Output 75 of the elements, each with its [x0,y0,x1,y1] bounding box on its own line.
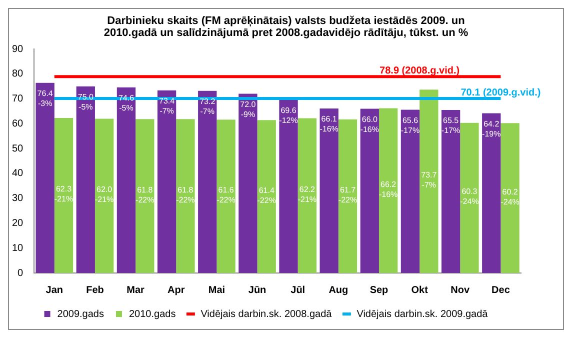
bar [198,90,217,273]
annotation: 78.9 (2008.g.vid.) [380,65,460,76]
bar [338,119,358,273]
x-tick-label: Jūl [290,284,306,296]
data-label: 61.8 -22% [136,185,154,204]
y-tick-label: 10 [12,242,24,254]
x-tick-label: Jūn [248,284,266,296]
y-tick-label: 0 [18,268,24,279]
bar [257,120,276,273]
data-label: 75.0 -5% [78,92,94,112]
data-label: 61.7 -22% [338,185,358,204]
y-tick-label: 80 [12,68,24,80]
x-tick-label: Feb [86,284,104,296]
data-label: 65.6 -17% [400,116,420,135]
data-label: 66.1 -16% [320,114,338,134]
data-label: 73.7 -7% [421,170,438,190]
x-tick-label: Mai [208,284,226,296]
data-label: 61.4 -22% [257,186,276,205]
data-label: 66.2 -16% [378,180,398,199]
legend-label: Vidējais darbin.sk. 2009.gadā [356,308,488,320]
bar [116,87,136,273]
y-tick-label: 40 [12,168,24,180]
bar [320,108,338,273]
bar [157,90,176,273]
bar [94,118,114,273]
data-label: 62.0 -21% [94,185,114,204]
legend-label: 2009.gads [57,308,104,320]
bar [460,122,479,273]
bar [176,119,195,273]
data-label: 66.0 -16% [360,114,380,134]
x-tick-label: Nov [450,284,470,296]
y-tick-label: 70 [12,94,24,105]
x-tick-label: Sep [370,284,388,296]
y-tick-label: 20 [12,218,24,229]
data-label: 61.6 -22% [216,186,236,205]
bar [238,94,258,273]
data-label: 60.2 -24% [500,187,520,206]
y-tick-label: 90 [12,44,24,55]
bar [54,118,74,273]
bar [400,110,420,273]
x-tick-label: Apr [168,284,185,296]
legend-label: Vidējais darbin.sk. 2008.gadā [200,308,332,320]
data-label: 61.8 -22% [176,185,195,204]
data-label: 72.0 -9% [240,100,256,120]
bar [298,118,317,273]
bar [76,86,95,273]
bar [136,119,154,273]
bar [279,100,298,273]
bar [441,110,460,273]
x-tick-label: Dec [492,284,510,296]
data-label: 62.3 -21% [54,184,74,204]
y-tick-label: 30 [12,193,24,204]
data-label: 62.2 -21% [298,184,317,204]
y-tick-label: 60 [12,118,24,130]
x-tick-label: Aug [328,284,348,296]
bar [420,90,438,273]
x-tick-label: Mar [126,284,145,296]
bar [482,113,501,273]
data-label: 60.3 -24% [460,187,479,206]
data-label: 74.6 -5% [118,94,135,113]
data-label: 69.6 -12% [279,106,298,125]
x-tick-label: Jan [46,284,64,296]
legend-label: 2010.gads [128,308,176,320]
annotation: 70.1 (2009.g.vid.) [460,87,541,98]
data-label: 65.5 -17% [441,116,460,136]
bar [500,123,520,273]
y-tick-label: 50 [12,143,24,154]
bar [378,108,398,273]
data-label: 64.2 -19% [482,119,501,138]
x-tick-label: Okt [411,284,429,296]
chart-title: Darbinieku skaits (FM aprēķinātais) valsts budžeta iestādēs 2009. un 2010.gadā un salīdzinājumā pret 2008.gadavidējo rādītāju, tūkst. un % [102,15,470,39]
data-label: 76.4 -3% [37,89,54,108]
bar [36,82,54,273]
bar [216,120,236,273]
bar [360,108,379,273]
